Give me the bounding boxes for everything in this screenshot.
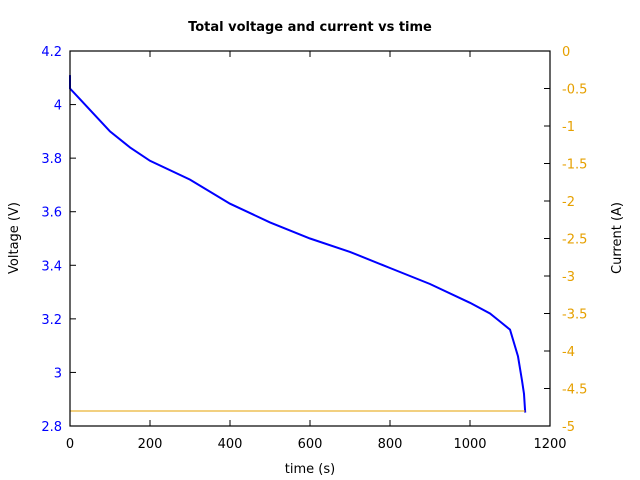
y2-tick-label: -2.5 bbox=[562, 233, 587, 248]
y2-tick-label: -0.5 bbox=[562, 83, 587, 98]
y2-tick-label: -3.5 bbox=[562, 308, 587, 323]
y2-tick-label: -5 bbox=[562, 420, 575, 435]
y2-tick-label: 0 bbox=[562, 45, 570, 60]
y2-axis-label: Current (A) bbox=[610, 202, 625, 274]
y2-tick-label: -1.5 bbox=[562, 158, 587, 173]
y-axis-label: Voltage (V) bbox=[7, 202, 22, 274]
y2-tick-label: -1 bbox=[562, 120, 575, 135]
y2-tick-label: -3 bbox=[562, 270, 575, 285]
y2-tick-label: -2 bbox=[562, 195, 575, 210]
y-tick-label: 3 bbox=[54, 366, 62, 381]
x-tick-label: 400 bbox=[218, 437, 243, 452]
y-tick-label: 3.2 bbox=[41, 313, 62, 328]
x-tick-label: 600 bbox=[298, 437, 323, 452]
axis-ticks: 0 200 400 600 800 1000 1200 2.8 3 3.2 3.4 3.6 3.8 4 4.… bbox=[41, 45, 587, 452]
series-voltage-line bbox=[69, 75, 527, 413]
x-axis-label: time (s) bbox=[285, 462, 335, 477]
x-tick-label: 200 bbox=[138, 437, 163, 452]
x-tick-label: 800 bbox=[378, 437, 403, 452]
x-tick-label: 1200 bbox=[533, 437, 566, 452]
y2-tick-label: -4 bbox=[562, 345, 575, 360]
x-tick-label: 0 bbox=[66, 437, 74, 452]
y2-tick-label: -4.5 bbox=[562, 383, 587, 398]
y-tick-label: 4.2 bbox=[41, 45, 62, 60]
y-tick-label: 3.4 bbox=[41, 259, 62, 274]
y-tick-label: 2.8 bbox=[41, 420, 62, 435]
y-tick-label: 3.8 bbox=[41, 152, 62, 167]
y-tick-label: 3.6 bbox=[41, 206, 62, 221]
x-tick-label: 1000 bbox=[453, 437, 486, 452]
y-tick-label: 4 bbox=[54, 99, 62, 114]
plot-series bbox=[69, 75, 527, 413]
chart-title: Total voltage and current vs time bbox=[188, 20, 432, 35]
